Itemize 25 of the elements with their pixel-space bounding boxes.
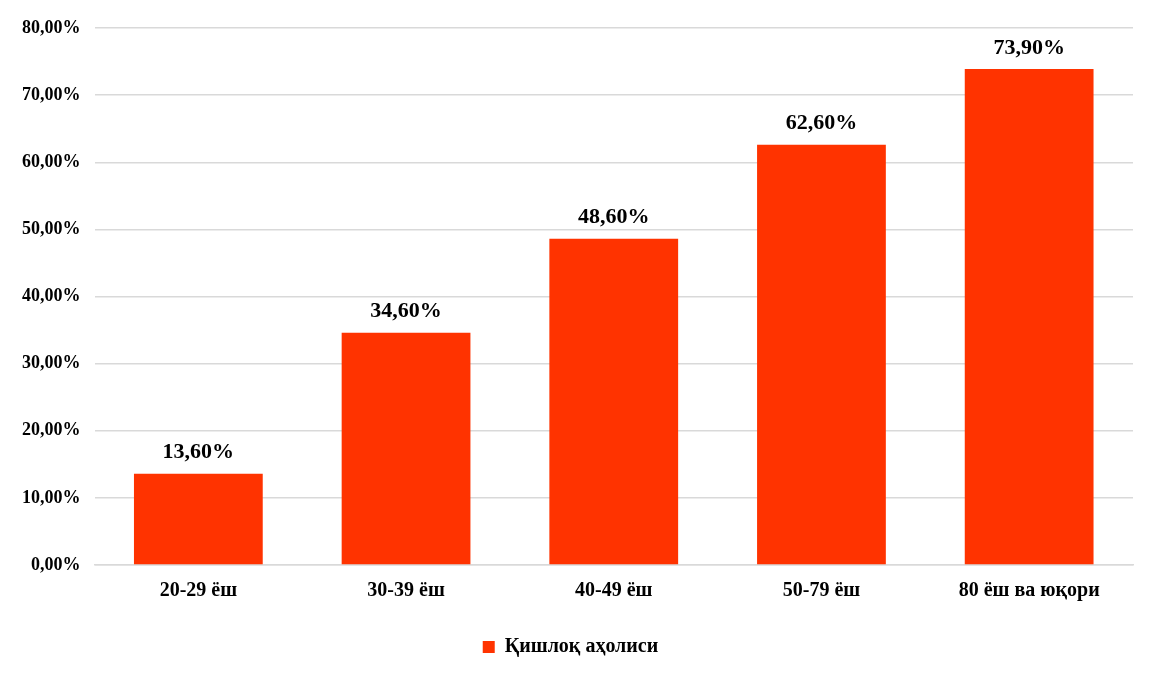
x-tick-label: 80 ёш ва юқори: [958, 578, 1100, 602]
bar: [757, 144, 886, 565]
y-tick-label: 60,00%: [22, 150, 81, 171]
bar: [133, 473, 263, 565]
data-label: 73,90%: [993, 33, 1065, 59]
data-label: 13,60%: [162, 438, 235, 464]
bar: [549, 238, 679, 565]
y-tick-label: 50,00%: [22, 218, 81, 239]
legend-label: Қишлоқ аҳолиси: [504, 634, 659, 658]
x-tick-label: 30-39 ёш: [367, 578, 445, 601]
y-tick-label: 10,00%: [22, 486, 81, 507]
data-label: 62,60%: [785, 109, 858, 135]
data-label: 48,60%: [578, 203, 650, 229]
y-tick-label: 20,00%: [22, 419, 81, 440]
y-tick-label: 0,00%: [31, 553, 81, 574]
data-label: 34,60%: [370, 297, 442, 323]
y-tick-label: 30,00%: [22, 352, 81, 373]
x-tick-label: 40-49 ёш: [575, 578, 653, 601]
x-tick-label: 50-79 ёш: [782, 578, 861, 601]
y-tick-label: 70,00%: [22, 83, 81, 104]
bar: [964, 68, 1094, 565]
x-tick-label: 20-29 ёш: [159, 578, 238, 601]
y-tick-label: 40,00%: [22, 285, 81, 306]
bar: [341, 332, 471, 565]
y-tick-label: 80,00%: [22, 16, 81, 37]
